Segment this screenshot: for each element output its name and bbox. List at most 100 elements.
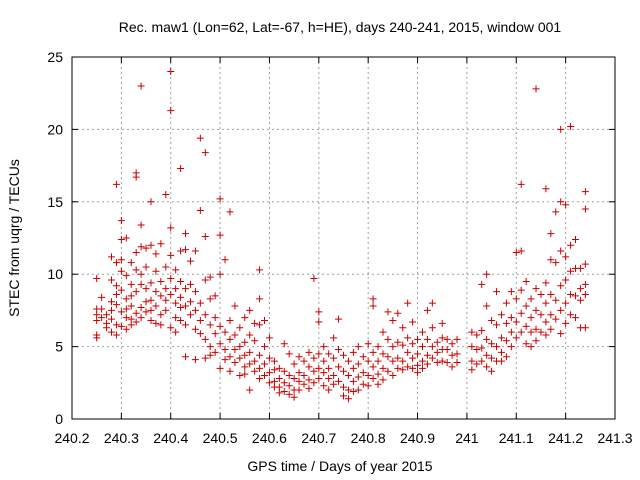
data-point [409, 354, 417, 362]
data-point [241, 351, 249, 359]
data-point [557, 125, 565, 133]
data-point [112, 282, 120, 290]
x-tick-label: 240.7 [301, 430, 336, 446]
data-point [261, 343, 269, 351]
data-point [142, 244, 150, 252]
data-point [552, 296, 560, 304]
data-point [226, 353, 234, 361]
data-point [394, 364, 402, 372]
data-point [320, 369, 328, 377]
data-point [103, 324, 111, 332]
data-point [137, 280, 145, 288]
data-point [567, 241, 575, 249]
data-point [132, 173, 140, 181]
data-point [567, 311, 575, 319]
data-point [404, 299, 412, 307]
data-point [290, 360, 298, 368]
data-point [182, 302, 190, 310]
x-tick-label: 240.3 [104, 430, 139, 446]
data-point [98, 314, 106, 322]
data-point [142, 263, 150, 271]
chart-title: Rec. maw1 (Lon=62, Lat=-67, h=HE), days … [119, 19, 562, 35]
data-point [265, 354, 273, 362]
data-point [423, 360, 431, 368]
data-point [379, 350, 387, 358]
data-point [107, 328, 115, 336]
data-point [265, 369, 273, 377]
data-point [409, 364, 417, 372]
data-point [428, 299, 436, 307]
data-point [557, 306, 565, 314]
data-point [246, 360, 254, 368]
data-point [132, 318, 140, 326]
grid-lines [72, 57, 615, 419]
data-point [112, 290, 120, 298]
data-point [103, 311, 111, 319]
data-point [112, 321, 120, 329]
data-point [581, 205, 589, 213]
data-point [325, 364, 333, 372]
data-point [256, 266, 264, 274]
data-point [186, 257, 194, 265]
data-point [340, 351, 347, 359]
x-tick-label: 240.9 [400, 430, 435, 446]
data-point [532, 306, 540, 314]
data-point [448, 363, 456, 371]
data-point [344, 372, 352, 380]
data-point [374, 357, 382, 365]
data-point [201, 354, 209, 362]
data-point [246, 348, 254, 356]
data-point [107, 253, 115, 261]
data-point [226, 335, 234, 343]
data-point [414, 369, 422, 377]
data-point [493, 288, 501, 296]
data-point [369, 374, 377, 382]
data-point [344, 357, 352, 365]
data-point [399, 366, 407, 374]
data-point [182, 285, 190, 293]
data-point [483, 335, 491, 343]
data-point [423, 351, 431, 359]
data-point [261, 360, 269, 368]
data-point [557, 198, 565, 206]
data-point [414, 350, 422, 358]
data-point [497, 334, 505, 342]
data-point [231, 345, 239, 353]
data-point [493, 343, 501, 351]
y-tick-label: 25 [47, 49, 63, 65]
data-point [354, 386, 362, 394]
data-point [256, 321, 264, 329]
data-point [167, 324, 175, 332]
data-point [344, 395, 352, 403]
data-point [325, 350, 333, 358]
data-point [177, 164, 185, 172]
data-point [335, 377, 343, 385]
data-point [265, 334, 273, 342]
data-point [330, 372, 338, 380]
data-point [349, 387, 357, 395]
data-point [399, 341, 407, 349]
data-point [275, 374, 283, 382]
data-point [340, 392, 347, 400]
data-point [280, 340, 288, 348]
data-point [468, 357, 476, 365]
data-point [157, 311, 165, 319]
data-point [423, 306, 431, 314]
data-point [344, 386, 352, 394]
data-point [379, 328, 387, 336]
data-point [275, 389, 283, 397]
data-point [93, 275, 101, 283]
data-point [191, 325, 199, 333]
data-point [512, 318, 520, 326]
data-point [211, 292, 219, 300]
data-point [117, 308, 125, 316]
data-point [325, 374, 333, 382]
data-point [142, 298, 150, 306]
data-point [167, 251, 175, 259]
data-point [399, 357, 407, 365]
data-point [132, 309, 140, 317]
data-point [557, 330, 565, 338]
data-point [221, 356, 229, 364]
data-point [216, 195, 224, 203]
data-point [320, 357, 328, 365]
